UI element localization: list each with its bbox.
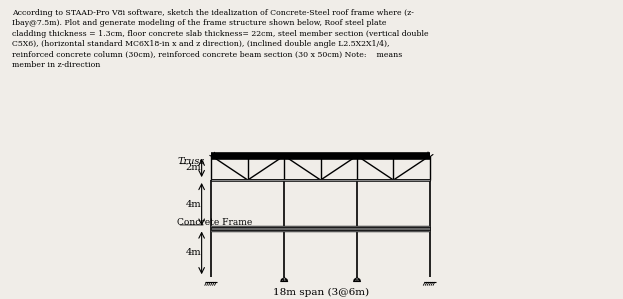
Text: 4m: 4m bbox=[185, 248, 201, 257]
Text: 4m: 4m bbox=[185, 200, 201, 209]
Text: Truss: Truss bbox=[178, 157, 205, 166]
Bar bbox=[211, 227, 430, 230]
Text: 18m span (3@6m): 18m span (3@6m) bbox=[272, 288, 369, 298]
Text: Concrete Frame: Concrete Frame bbox=[178, 218, 252, 227]
Text: 2m: 2m bbox=[185, 163, 201, 173]
Text: According to STAAD-Pro V8i software, sketch the idealization of Concrete-Steel r: According to STAAD-Pro V8i software, ske… bbox=[12, 9, 429, 69]
Bar bbox=[211, 179, 430, 181]
